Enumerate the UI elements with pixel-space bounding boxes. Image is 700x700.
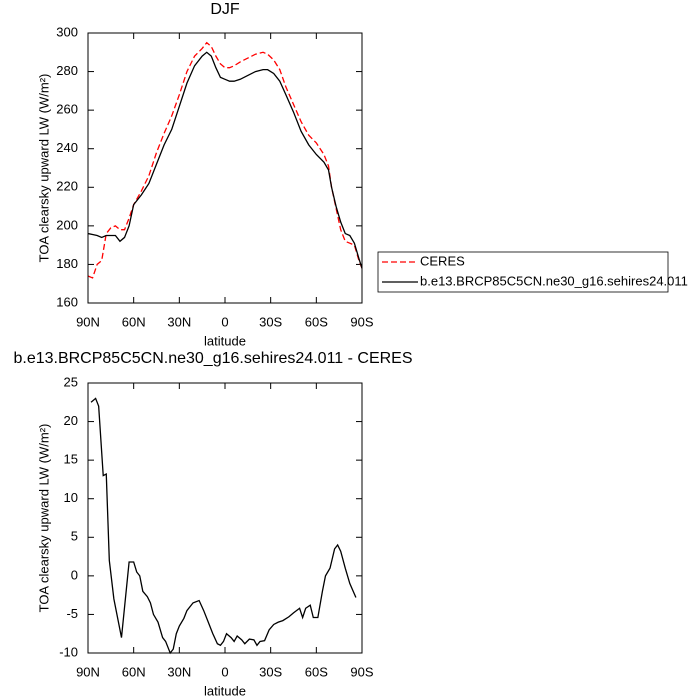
legend-box	[377, 251, 669, 293]
y-tick-label: 25	[64, 374, 78, 389]
x-tick-label: 30S	[259, 314, 282, 329]
x-tick-label: 60S	[305, 664, 328, 679]
y-axis-label: TOA clearsky upward LW (W/m²)	[36, 74, 51, 263]
y-tick-label: 160	[56, 294, 78, 309]
data-line	[90, 397, 357, 655]
y-tick-label: -10	[59, 644, 78, 659]
y-axis-label: TOA clearsky upward LW (W/m²)	[36, 424, 51, 613]
x-tick-label: 30N	[167, 314, 191, 329]
y-tick-label: 240	[56, 140, 78, 155]
x-tick-label: 90N	[76, 314, 100, 329]
x-tick-label: 60S	[305, 314, 328, 329]
data-line	[87, 41, 363, 279]
x-axis-label: latitude	[204, 683, 246, 698]
data-line	[87, 51, 363, 269]
y-tick-label: 10	[64, 490, 78, 505]
y-tick-label: 260	[56, 102, 78, 117]
x-tick-label: 90S	[350, 314, 373, 329]
y-tick-label: -5	[66, 606, 78, 621]
y-tick-label: 180	[56, 256, 78, 271]
chart-title: b.e13.BRCP85C5CN.ne30_g16.sehires24.011 …	[13, 350, 412, 367]
plot-frame	[87, 32, 363, 304]
y-tick-label: 200	[56, 217, 78, 232]
y-tick-label: 0	[71, 567, 78, 582]
y-tick-label: 5	[71, 529, 78, 544]
y-tick-label: 300	[56, 24, 78, 39]
y-tick-label: 15	[64, 452, 78, 467]
x-tick-label: 0	[221, 314, 228, 329]
y-tick-label: 280	[56, 63, 78, 78]
y-tick-label: 220	[56, 179, 78, 194]
x-axis-label: latitude	[204, 333, 246, 348]
legend-label: b.e13.BRCP85C5CN.ne30_g16.sehires24.011	[420, 273, 688, 288]
x-tick-label: 0	[221, 664, 228, 679]
x-tick-label: 90N	[76, 664, 100, 679]
y-tick-label: 20	[64, 413, 78, 428]
chart-title: DJF	[210, 1, 240, 18]
x-tick-label: 90S	[350, 664, 373, 679]
x-tick-label: 60N	[122, 664, 146, 679]
x-tick-label: 60N	[122, 314, 146, 329]
legend-label: CERES	[420, 253, 465, 268]
plot-frame	[87, 382, 363, 654]
x-tick-label: 30N	[167, 664, 191, 679]
x-tick-label: 30S	[259, 664, 282, 679]
